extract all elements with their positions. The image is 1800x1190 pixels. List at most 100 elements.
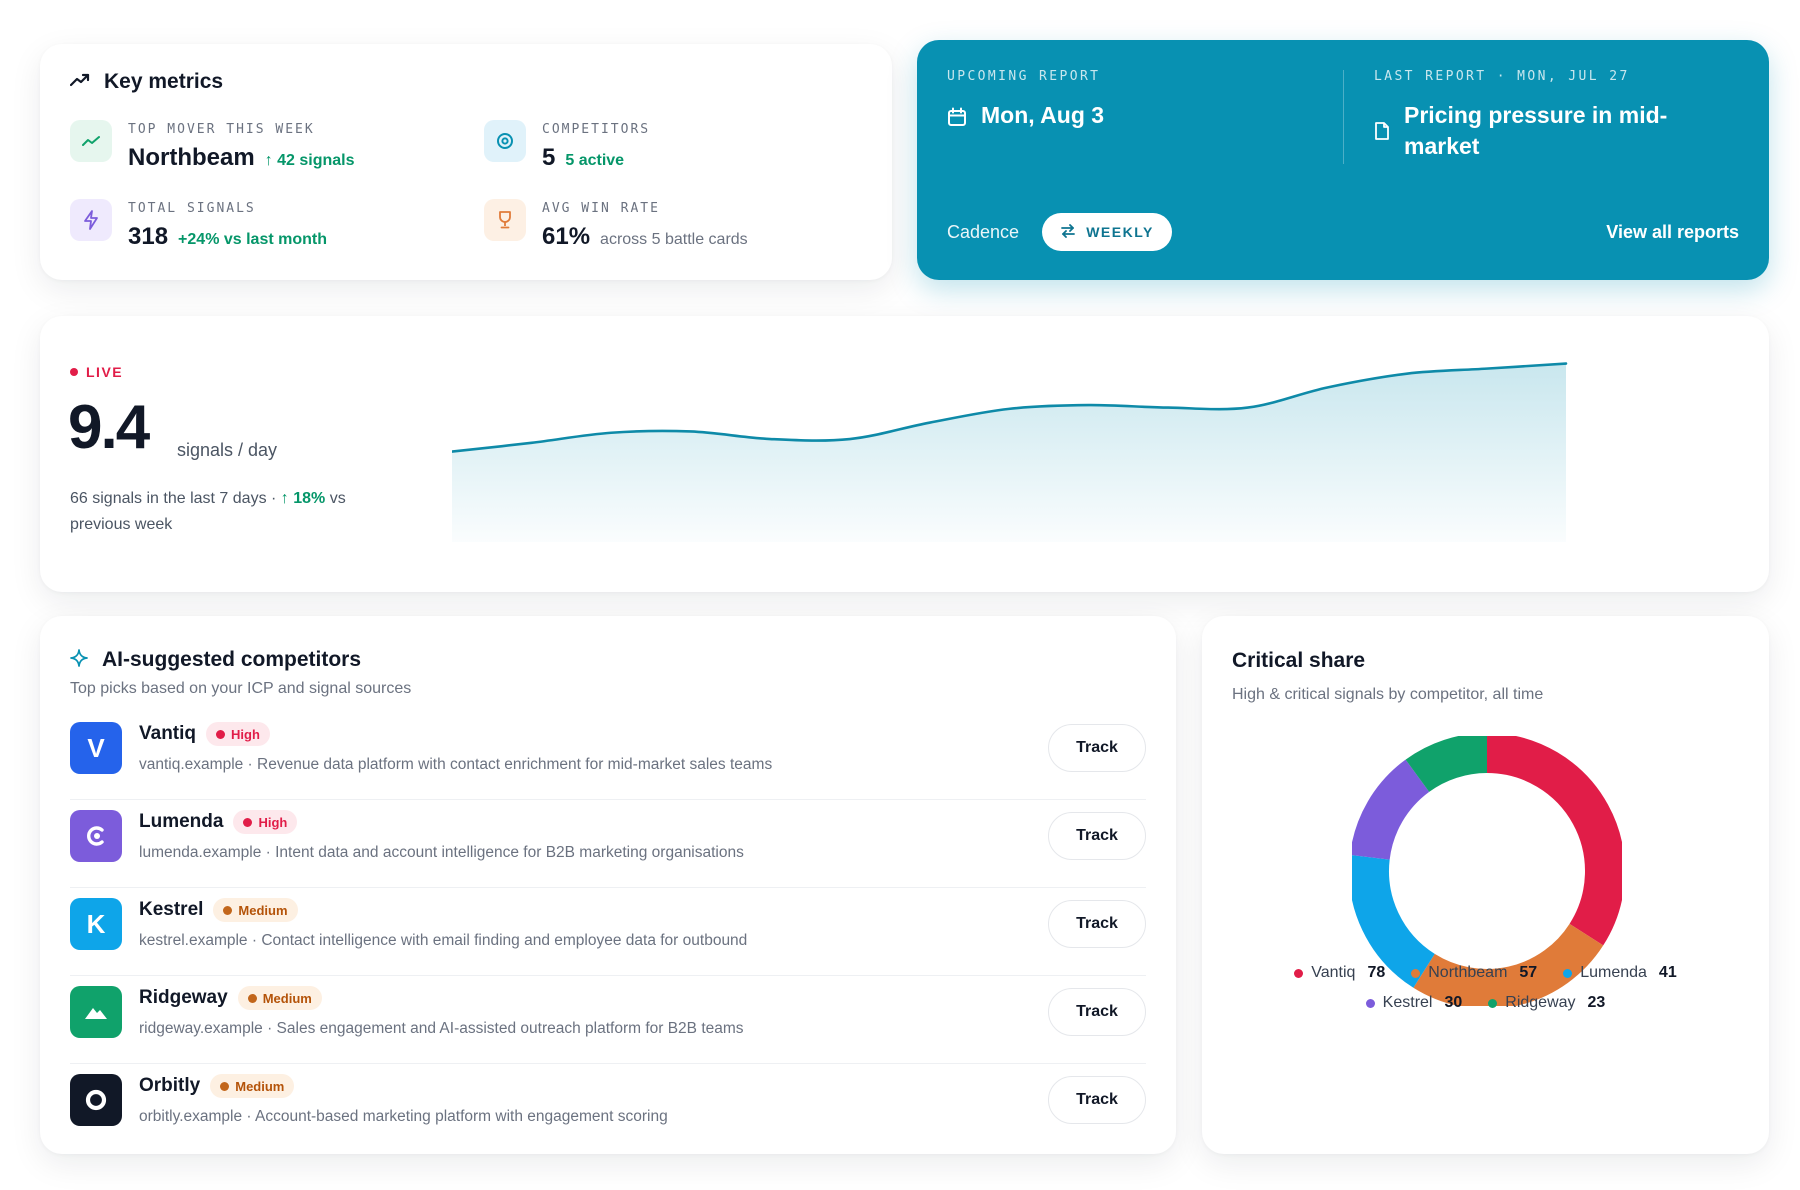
ai-header: AI-suggested competitors (70, 648, 361, 672)
trophy-icon (484, 199, 526, 241)
metric-value: 5 (542, 144, 556, 171)
competitor-row: Orbitly Medium orbitly.example · Account… (70, 1064, 1146, 1152)
competitor-description: lumenda.example · Intent data and accoun… (139, 844, 744, 861)
live-description: 66 signals in the last 7 days · ↑ 18% vs… (70, 486, 390, 538)
priority-label: High (258, 814, 288, 830)
track-button[interactable]: Track (1048, 812, 1146, 860)
key-metrics-card: Key metrics TOP MOVER THIS WEEK Northbea… (40, 44, 892, 280)
report-card: UPCOMING REPORT Mon, Aug 3 LAST REPORT ·… (917, 40, 1769, 280)
priority-badge: High (233, 810, 298, 834)
trend-line (452, 362, 1568, 453)
priority-dot-icon (220, 1081, 230, 1091)
priority-badge: Medium (213, 898, 298, 922)
last-report-label: LAST REPORT · MON, JUL 27 (1374, 69, 1630, 84)
priority-badge: High (206, 722, 270, 746)
priority-dot-icon (247, 993, 257, 1003)
swap-arrows-icon (1060, 223, 1076, 241)
donut-slice-lumenda (1352, 855, 1436, 988)
trend-icon (70, 120, 112, 162)
metric-delta: 5 active (565, 152, 625, 169)
metric-value: 61% (542, 223, 591, 250)
metric-delta: +24% vs last month (178, 231, 327, 248)
ai-suggested-competitors-card: AI-suggested competitors Top picks based… (40, 616, 1176, 1154)
metric-competitors: COMPETITORS 5 5 active (484, 120, 650, 172)
priority-label: Medium (238, 902, 288, 918)
metric-label: COMPETITORS (542, 122, 651, 137)
legend-dot-icon (1488, 998, 1498, 1008)
crescent-logo (70, 810, 122, 862)
legend-row: Kestrel 30 Ridgeway 23 (1202, 994, 1769, 1012)
legend-name: Lumenda (1580, 964, 1647, 981)
view-all-reports-link[interactable]: View all reports (1606, 222, 1739, 242)
live-description-prefix: 66 signals in the last 7 days · (70, 490, 277, 507)
legend-row: Vantiq 78 Northbeam 57 Lumenda 41 (1202, 964, 1769, 982)
upcoming-report-label: UPCOMING REPORT (947, 69, 1101, 84)
last-report-link[interactable]: Pricing pressure in mid-market (1374, 100, 1714, 162)
live-description-suffix: vs previous week (70, 490, 346, 533)
trending-up-icon (69, 72, 90, 93)
competitor-description: ridgeway.example · Sales engagement and … (139, 1020, 744, 1037)
key-metrics-header: Key metrics (69, 70, 224, 94)
legend-item: Lumenda 41 (1563, 964, 1677, 982)
priority-badge: Medium (210, 1074, 295, 1098)
competitor-name: Orbitly (139, 1075, 201, 1096)
critical-share-title: Critical share (1232, 649, 1366, 672)
donut-slice-northbeam (1413, 923, 1604, 1006)
critical-share-donut (1352, 736, 1622, 1006)
metric-value: 318 (128, 223, 169, 250)
legend-item: Ridgeway 23 (1488, 994, 1605, 1012)
cadence-weekly-button[interactable]: WEEKLY (1042, 213, 1172, 251)
donut-slice-ridgeway (1405, 736, 1488, 793)
metric-win-rate: AVG WIN RATE 61% across 5 battle cards (484, 199, 748, 251)
critical-share-card: Critical share High & critical signals b… (1202, 616, 1769, 1154)
legend-dot-icon (1563, 968, 1573, 978)
metric-label: AVG WIN RATE (542, 201, 660, 216)
track-button[interactable]: Track (1048, 1076, 1146, 1124)
key-metrics-title: Key metrics (104, 70, 224, 93)
legend-item: Northbeam 57 (1411, 964, 1537, 982)
signals-per-day-unit: signals / day (177, 440, 278, 460)
signals-per-day-value: 9.4 (68, 393, 150, 462)
live-label: LIVE (86, 364, 124, 380)
ai-subtitle: Top picks based on your ICP and signal s… (70, 680, 412, 697)
sparkle-icon (70, 648, 88, 672)
live-signals-card: LIVE 9.4 signals / day 66 signals in the… (40, 316, 1769, 592)
metric-sub: across 5 battle cards (600, 231, 748, 248)
metric-top-mover: TOP MOVER THIS WEEK Northbeam ↑ 42 signa… (70, 120, 355, 172)
track-button[interactable]: Track (1048, 724, 1146, 772)
v-letter-logo: V (70, 722, 122, 774)
legend-value: 41 (1658, 964, 1677, 981)
calendar-icon (947, 104, 967, 135)
logo-letter: V (87, 732, 105, 763)
metric-total-signals: TOTAL SIGNALS 318 +24% vs last month (70, 199, 327, 251)
legend-dot-icon (1365, 998, 1375, 1008)
priority-label: High (231, 726, 260, 742)
competitor-name: Kestrel (139, 899, 204, 920)
competitor-row: K Kestrel Medium kestrel.example · Conta… (70, 888, 1146, 976)
competitor-row: V Vantiq High vantiq.example · Revenue d… (70, 712, 1146, 800)
legend-name: Kestrel (1382, 994, 1433, 1011)
competitor-row: Lumenda High lumenda.example · Intent da… (70, 800, 1146, 888)
legend-name: Vantiq (1311, 964, 1356, 981)
live-badge: LIVE (70, 364, 123, 380)
competitor-description: kestrel.example · Contact intelligence w… (139, 932, 748, 949)
trend-area (452, 363, 1566, 542)
critical-share-subtitle: High & critical signals by competitor, a… (1232, 686, 1544, 703)
bolt-icon (70, 199, 112, 241)
donut-slice-kestrel (1352, 759, 1430, 861)
metric-label: TOP MOVER THIS WEEK (128, 122, 315, 137)
upcoming-report-date-row: Mon, Aug 3 (947, 100, 1104, 135)
priority-dot-icon (216, 729, 226, 739)
last-report-title: Pricing pressure in mid-market (1404, 102, 1668, 159)
priority-badge: Medium (237, 986, 322, 1010)
ai-title: AI-suggested competitors (102, 648, 362, 671)
competitor-name: Ridgeway (139, 987, 228, 1008)
priority-dot-icon (243, 817, 253, 827)
competitor-description: vantiq.example · Revenue data platform w… (139, 756, 773, 773)
track-button[interactable]: Track (1048, 988, 1146, 1036)
k-letter-logo: K (70, 898, 122, 950)
legend-item: Vantiq 78 (1294, 964, 1385, 982)
legend-name: Northbeam (1428, 964, 1508, 981)
competitor-row: Ridgeway Medium ridgeway.example · Sales… (70, 976, 1146, 1064)
track-button[interactable]: Track (1048, 900, 1146, 948)
